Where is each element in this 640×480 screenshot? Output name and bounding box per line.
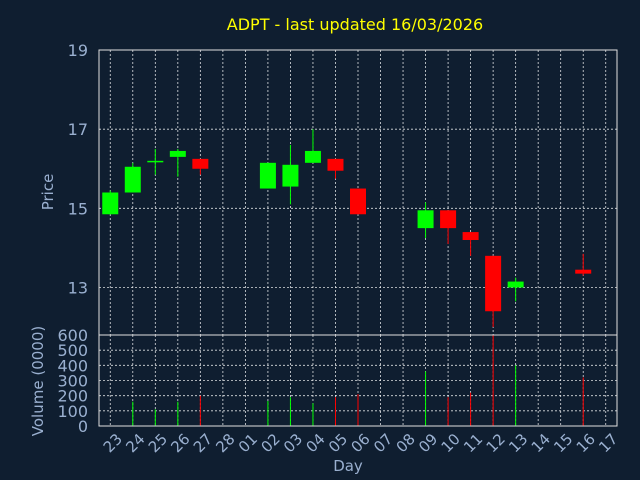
volume-tick-label: 200 — [57, 387, 88, 406]
price-tick-label: 15 — [68, 199, 88, 218]
volume-tick-label: 600 — [57, 326, 88, 345]
candle-body — [169, 150, 186, 157]
price-tick-label: 13 — [68, 279, 88, 298]
candle-body — [350, 188, 366, 215]
candle-body — [507, 281, 524, 288]
candle-body — [124, 166, 141, 193]
volume-bars — [132, 335, 584, 426]
candle-body — [417, 210, 434, 229]
candle-body — [282, 164, 299, 187]
chart-title: ADPT - last updated 16/03/2026 — [227, 15, 483, 34]
price-tick-labels: 13 15 17 19 — [68, 41, 88, 298]
price-tick-label: 19 — [68, 41, 88, 60]
volume-tick-label: 0 — [78, 417, 88, 436]
candle-body — [575, 269, 592, 274]
x-axis-label: Day — [333, 457, 363, 475]
candle-body — [485, 255, 502, 312]
volume-tick-label: 400 — [57, 356, 88, 375]
candle-body — [440, 210, 457, 229]
candle-body — [304, 150, 321, 163]
candles — [102, 129, 592, 328]
candle-body — [327, 158, 344, 171]
candle-body — [462, 232, 479, 240]
y-axis-label: Price — [39, 174, 57, 211]
x-tick-labels: 2324252627280102030405060708091011121314… — [100, 430, 622, 456]
candle-body — [259, 162, 276, 189]
volume-tick-label: 100 — [57, 402, 88, 421]
volume-axis-label: Volume (0000) — [29, 326, 47, 436]
candle-body — [147, 160, 164, 163]
candle-body — [102, 192, 119, 215]
candle-body — [192, 158, 209, 169]
volume-tick-label: 500 — [57, 341, 88, 360]
x-tick-label: 17 — [595, 430, 621, 456]
volume-panel-frame — [98, 334, 618, 427]
volume-tick-label: 300 — [57, 372, 88, 391]
price-tick-label: 17 — [68, 120, 88, 139]
